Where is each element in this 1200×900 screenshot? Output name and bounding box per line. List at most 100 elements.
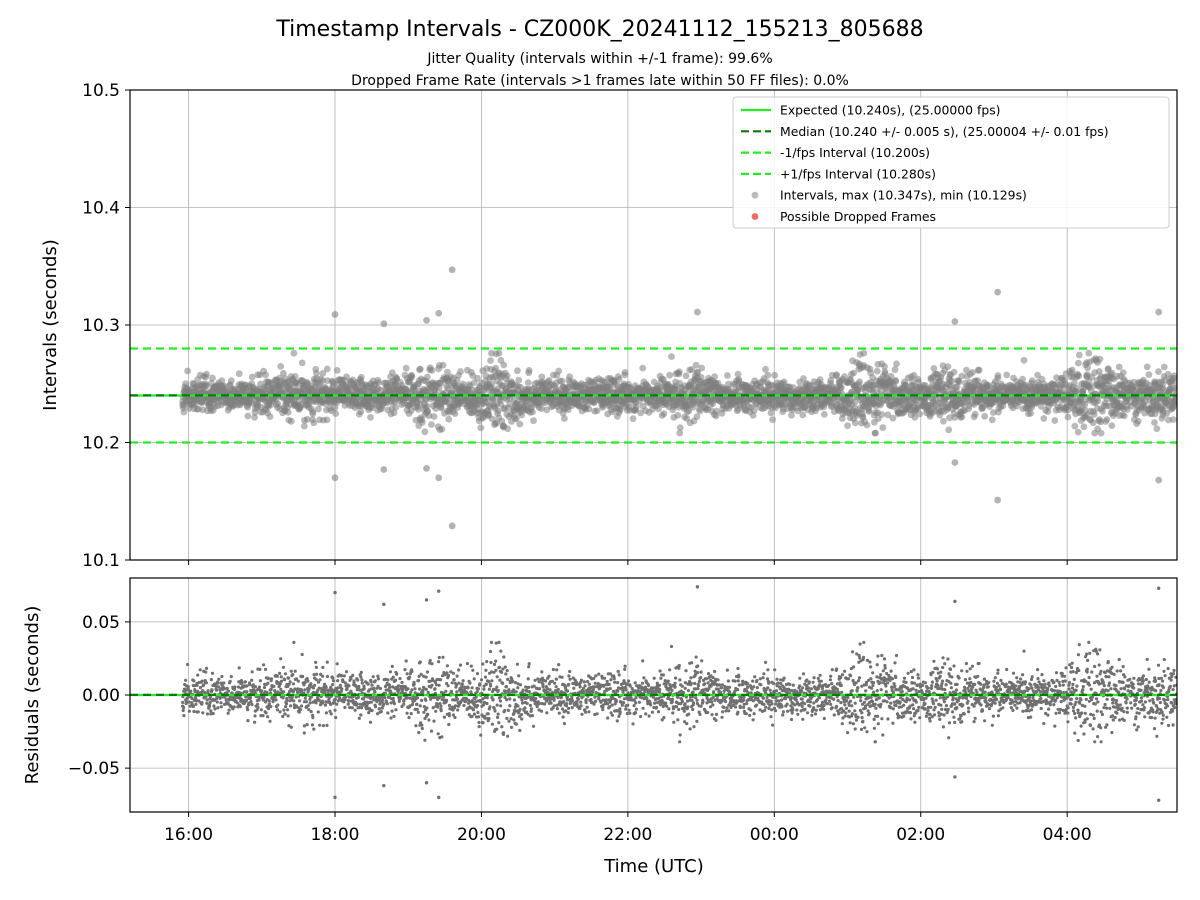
interval-point xyxy=(892,378,900,385)
residual-point xyxy=(269,705,273,709)
interval-point xyxy=(333,367,341,374)
residual-point xyxy=(415,702,419,706)
interval-point xyxy=(474,374,481,382)
interval-point xyxy=(1073,385,1081,392)
interval-point xyxy=(408,373,416,381)
interval-point xyxy=(1169,416,1177,423)
residual-point xyxy=(355,702,359,706)
interval-point xyxy=(184,367,192,375)
interval-point xyxy=(1097,418,1105,426)
residual-point xyxy=(222,681,226,685)
residual-point xyxy=(190,696,194,701)
residual-point xyxy=(204,670,208,674)
residual-point xyxy=(314,678,318,682)
interval-point xyxy=(319,370,327,377)
residual-point xyxy=(227,708,231,712)
interval-point xyxy=(725,380,732,388)
residual-point xyxy=(256,702,260,706)
interval-point xyxy=(323,416,331,424)
residual-point xyxy=(271,700,275,704)
residual-point xyxy=(409,690,413,694)
residual-point xyxy=(309,710,313,714)
residual-point xyxy=(447,714,451,718)
interval-point xyxy=(1074,428,1082,436)
residual-point xyxy=(237,666,241,670)
residual-point xyxy=(275,708,280,712)
residual-point xyxy=(217,677,221,681)
residual-point xyxy=(192,709,196,714)
residual-point xyxy=(359,713,363,717)
residual-point xyxy=(350,706,354,710)
residual-point xyxy=(283,672,288,676)
residual-point xyxy=(447,722,451,727)
interval-point xyxy=(1094,397,1102,405)
residual-point xyxy=(436,732,440,736)
residual-point xyxy=(250,678,254,682)
residual-point xyxy=(457,681,461,685)
residual-point xyxy=(455,690,459,694)
residual-point xyxy=(325,723,329,728)
interval-point xyxy=(1075,359,1082,367)
residual-point xyxy=(258,667,262,672)
interval-point xyxy=(428,367,436,374)
residual-point xyxy=(449,690,453,694)
residual-point xyxy=(370,683,374,687)
interval-point xyxy=(788,411,795,419)
residual-point xyxy=(251,683,255,687)
interval-point xyxy=(492,364,500,372)
residual-point xyxy=(455,697,459,701)
residual-point xyxy=(198,668,202,672)
residual-point xyxy=(289,669,293,673)
residual-point xyxy=(358,702,362,706)
interval-point xyxy=(675,368,683,376)
residual-point xyxy=(398,677,402,681)
residual-point xyxy=(343,697,347,702)
residual-point xyxy=(219,705,223,709)
residual-point xyxy=(445,671,449,675)
residual-point xyxy=(321,674,325,678)
interval-point xyxy=(525,367,533,374)
interval-point xyxy=(971,410,979,418)
residual-point xyxy=(205,701,209,705)
residual-point xyxy=(201,711,205,715)
residual-point xyxy=(330,688,334,692)
residual-point xyxy=(245,690,249,694)
residual-point xyxy=(281,714,285,719)
residual-point xyxy=(304,700,309,704)
residual-point xyxy=(397,688,401,692)
interval-outlier-point xyxy=(994,496,1002,504)
interval-point xyxy=(1090,410,1098,418)
residual-point xyxy=(268,719,272,723)
interval-point xyxy=(990,409,997,416)
residual-point xyxy=(181,700,185,705)
residual-point xyxy=(292,699,296,703)
residual-point xyxy=(329,712,333,716)
interval-point xyxy=(881,363,888,370)
residual-point xyxy=(400,680,404,685)
interval-point xyxy=(227,377,235,385)
interval-point xyxy=(889,414,897,422)
interval-point xyxy=(674,412,682,419)
residual-point xyxy=(430,662,434,666)
residual-point xyxy=(418,660,422,664)
residual-point xyxy=(335,662,339,666)
residual-point xyxy=(371,675,375,679)
residual-point xyxy=(262,663,266,667)
residual-point xyxy=(389,716,393,720)
residual-point xyxy=(192,679,196,683)
bottom-plot-area: 16:00 18:00 20:00 22:00 00:00 02:00 04:000.050… xyxy=(68,577,1178,845)
interval-point xyxy=(975,366,983,374)
residual-point xyxy=(311,716,315,720)
residual-point xyxy=(437,655,441,660)
residual-point xyxy=(300,704,304,708)
residual-point xyxy=(451,671,456,675)
residual-point xyxy=(290,695,294,699)
residual-point xyxy=(405,711,409,715)
residual-point xyxy=(305,723,309,727)
residual-point xyxy=(324,711,328,715)
residual-point xyxy=(317,686,321,690)
residual-point xyxy=(390,664,394,669)
residual-point xyxy=(338,683,342,687)
residual-point xyxy=(246,708,250,712)
residual-point xyxy=(187,700,191,704)
